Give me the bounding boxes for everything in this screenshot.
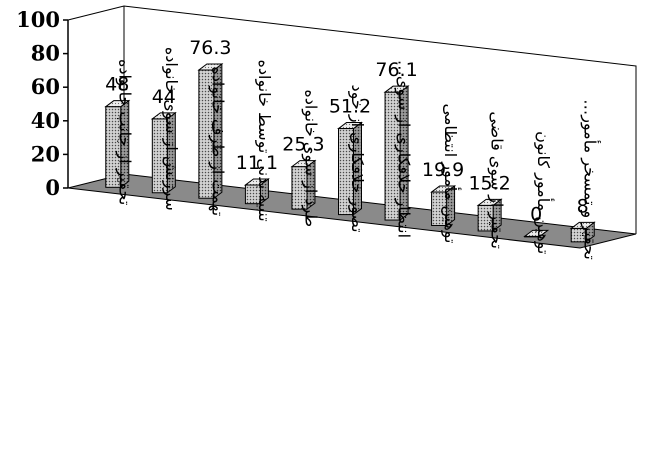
- bar: [523, 229, 550, 238]
- x-tick-label: سرزنش از سوی خانواده: [161, 47, 181, 211]
- bar-top: [290, 160, 317, 168]
- bars: [104, 63, 596, 243]
- y-tick-label: 20: [31, 141, 60, 166]
- bar: [430, 185, 457, 227]
- bar: [569, 221, 596, 243]
- x-tick-label: تهمت از طرف خانواده: [207, 66, 227, 216]
- x-tick-label: تحقیر از سوی قاضی: [487, 111, 507, 249]
- bar: [290, 159, 317, 211]
- bar-top: [430, 185, 457, 193]
- data-label: 44: [152, 86, 176, 108]
- bar-top: [476, 198, 503, 206]
- x-tick-label: انتظار خلافکاری از سوی…: [394, 60, 414, 238]
- bar-top: [569, 221, 596, 229]
- data-label: 19.9: [422, 159, 464, 181]
- y-axis: 100 80 60 40 20 0: [16, 7, 69, 200]
- x-tick-label: توهین مأمور کانون: [533, 131, 555, 254]
- data-label: 8: [577, 195, 589, 217]
- bar-top: [337, 122, 363, 130]
- bar-top: [104, 100, 131, 108]
- back-wall-outline: [67, 5, 637, 234]
- bar: [243, 178, 270, 205]
- x-tick-label: طرد از سوی خانواده: [300, 89, 320, 227]
- y-tick-label: 100: [16, 7, 60, 32]
- bar: [104, 99, 131, 189]
- x-tick-label: تصور خلافکاری از خود: [347, 85, 367, 233]
- x-axis-labels: تحقیر از جانب خانواده سرزنش از سوی خانواد…: [114, 47, 601, 260]
- bar-top: [383, 85, 410, 93]
- x-tick-label: تنبیه بدنی توسط خانواده: [254, 59, 274, 221]
- data-label: 0: [530, 203, 542, 225]
- bar: [197, 63, 224, 200]
- x-tick-label: تحقیر از جانب خانواده: [114, 59, 134, 205]
- bar-top: [523, 229, 550, 237]
- y-tick-label: 0: [45, 175, 60, 200]
- data-label: 15.2: [468, 172, 510, 194]
- bar-top: [243, 178, 270, 186]
- x-tick-label: تحقیر و تمسخر مأمور…: [580, 99, 602, 260]
- bar-top: [197, 63, 224, 71]
- bar: [150, 111, 177, 194]
- bar-top: [150, 112, 177, 120]
- bar: [337, 121, 363, 216]
- data-label: 25.3: [282, 134, 324, 156]
- bar: [383, 85, 410, 222]
- data-label: 76.1: [375, 59, 417, 81]
- data-label: 51.2: [329, 96, 371, 118]
- data-label: 48: [105, 74, 129, 96]
- y-tick-label: 40: [31, 108, 60, 133]
- data-labels: 48 44 76.3 11.125.351.276.1 19.915.2 0 8: [105, 37, 589, 225]
- data-label: 11.1: [236, 152, 278, 174]
- x-tick-label: توهین مأمور انتظامی: [440, 104, 462, 244]
- y-tick-label: 80: [31, 41, 60, 66]
- data-label: 76.3: [189, 37, 231, 59]
- bar: [476, 198, 503, 232]
- y-tick-label: 60: [31, 74, 60, 99]
